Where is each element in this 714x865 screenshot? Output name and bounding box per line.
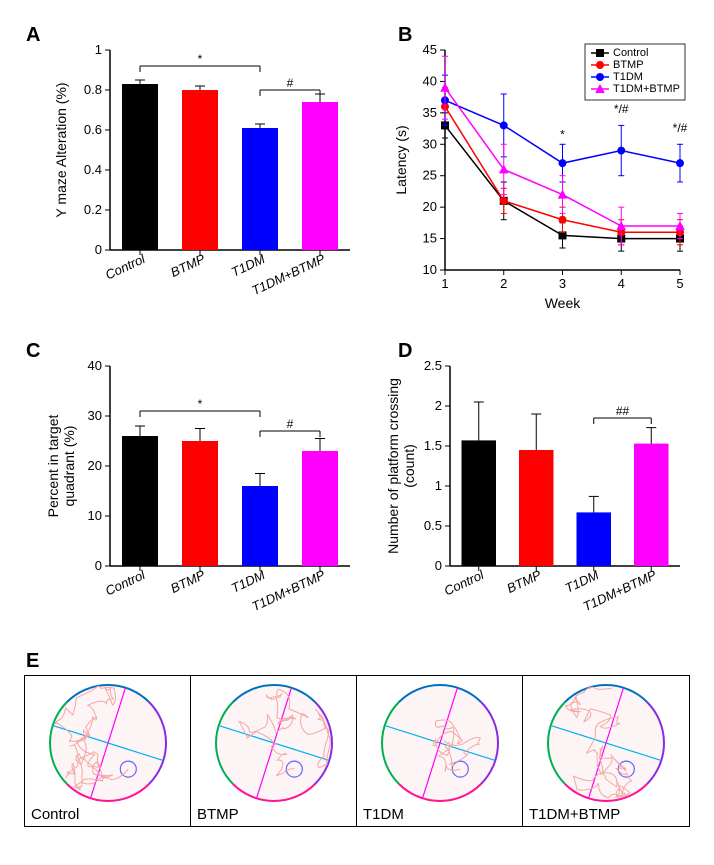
svg-text:BTMP: BTMP — [168, 251, 207, 280]
maze-label-t1dmbtmp: T1DM+BTMP — [529, 806, 620, 823]
svg-text:BTMP: BTMP — [613, 59, 644, 71]
svg-text:Week: Week — [545, 295, 582, 311]
svg-text:15: 15 — [423, 231, 437, 246]
svg-text:T1DM: T1DM — [229, 251, 268, 280]
svg-text:20: 20 — [423, 199, 437, 214]
panel-e-label: E — [26, 650, 39, 673]
maze-trace-btmp — [192, 676, 356, 806]
maze-label-btmp: BTMP — [197, 806, 239, 823]
maze-cell-control: Control — [25, 676, 191, 826]
svg-text:Number of platform crossing: Number of platform crossing — [385, 378, 401, 554]
svg-text:45: 45 — [423, 42, 437, 57]
svg-text:0.5: 0.5 — [424, 518, 442, 533]
svg-text:Y maze Alteration (%): Y maze Alteration (%) — [53, 82, 69, 217]
svg-text:BTMP: BTMP — [168, 567, 207, 596]
panel-a-label: A — [26, 24, 40, 47]
svg-text:1.5: 1.5 — [424, 438, 442, 453]
panel-e-row: Control BTMP T1DM T1DM+BTMP — [24, 675, 690, 827]
maze-cell-t1dm: T1DM — [357, 676, 523, 826]
maze-cell-btmp: BTMP — [191, 676, 357, 826]
svg-text:1: 1 — [441, 276, 448, 291]
svg-text:20: 20 — [88, 458, 102, 473]
svg-text:T1DM: T1DM — [613, 71, 643, 83]
svg-text:10: 10 — [88, 508, 102, 523]
maze-trace-control — [26, 676, 190, 806]
panel-a-chart: 0 0.2 0.4 0.6 0.8 1 Y maze Alteration (%) Contr… — [50, 40, 360, 320]
maze-cell-t1dmbtmp: T1DM+BTMP — [523, 676, 689, 826]
svg-text:*: * — [560, 127, 565, 141]
svg-text:0.2: 0.2 — [84, 202, 102, 217]
svg-text:2: 2 — [500, 276, 507, 291]
svg-text:2.5: 2.5 — [424, 358, 442, 373]
svg-text:Control: Control — [442, 567, 487, 599]
maze-label-control: Control — [31, 806, 79, 823]
svg-text:(count): (count) — [401, 444, 417, 488]
svg-text:2: 2 — [435, 398, 442, 413]
panel-b-chart: 101520253035404512345Latency (s)Week**/#… — [390, 40, 690, 320]
maze-trace-t1dmbtmp — [524, 676, 688, 806]
svg-text:0.6: 0.6 — [84, 122, 102, 137]
svg-text:Control: Control — [613, 47, 648, 59]
svg-text:*: * — [198, 52, 203, 66]
svg-text:Control: Control — [103, 251, 148, 283]
svg-text:35: 35 — [423, 105, 437, 120]
svg-text:40: 40 — [423, 73, 437, 88]
figure: A B C D E 00.20.40.60.81Y maze Alteratio… — [20, 20, 694, 845]
svg-text:0: 0 — [95, 242, 102, 257]
svg-text:40: 40 — [88, 358, 102, 373]
svg-text:*/#: */# — [614, 102, 629, 116]
svg-text:3: 3 — [559, 276, 566, 291]
svg-text:0.8: 0.8 — [84, 82, 102, 97]
svg-text:Latency (s): Latency (s) — [393, 125, 409, 194]
svg-text:0: 0 — [435, 558, 442, 573]
svg-text:T1DM: T1DM — [563, 567, 602, 596]
svg-text:0.4: 0.4 — [84, 162, 102, 177]
svg-text:Percent in target: Percent in target — [45, 415, 61, 518]
svg-text:Control: Control — [103, 567, 148, 599]
panel-c-label: C — [26, 340, 40, 363]
svg-text:30: 30 — [88, 408, 102, 423]
svg-text:4: 4 — [618, 276, 625, 291]
svg-text:T1DM+BTMP: T1DM+BTMP — [613, 83, 680, 95]
svg-text:30: 30 — [423, 136, 437, 151]
svg-text:25: 25 — [423, 168, 437, 183]
maze-label-t1dm: T1DM — [363, 806, 404, 823]
panel-c-chart: 010203040Percent in targetquadrant (%)Co… — [50, 356, 360, 636]
svg-text:1: 1 — [435, 478, 442, 493]
svg-text:T1DM: T1DM — [229, 567, 268, 596]
maze-trace-t1dm — [358, 676, 522, 806]
panel-d-chart: 00.511.522.5Number of platform crossing(… — [390, 356, 690, 636]
svg-text:#: # — [287, 417, 294, 431]
svg-text:#: # — [287, 76, 294, 90]
svg-text:##: ## — [616, 404, 630, 418]
svg-text:0: 0 — [95, 558, 102, 573]
svg-text:*: * — [198, 397, 203, 411]
svg-text:10: 10 — [423, 262, 437, 277]
svg-text:5: 5 — [676, 276, 683, 291]
svg-text:BTMP: BTMP — [504, 567, 543, 596]
svg-text:1: 1 — [95, 42, 102, 57]
svg-text:quadrant (%): quadrant (%) — [61, 426, 77, 507]
svg-text:*/#: */# — [673, 121, 688, 135]
